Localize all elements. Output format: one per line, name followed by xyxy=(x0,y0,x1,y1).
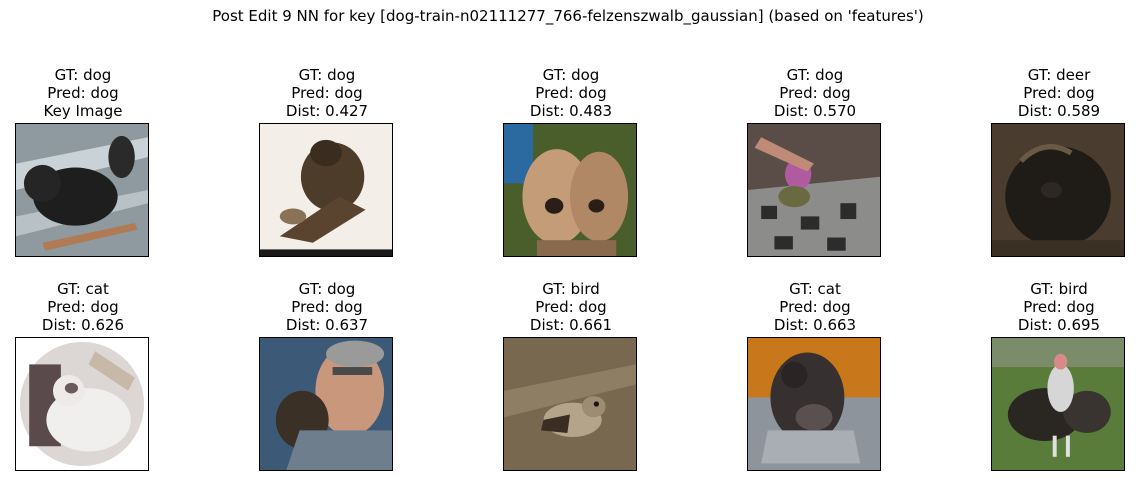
gt-label: GT: dog xyxy=(542,66,600,84)
gt-label: GT: dog xyxy=(298,66,356,84)
pred-label: Pred: dog xyxy=(779,298,851,316)
distance-label: Dist: 0.637 xyxy=(285,316,369,334)
neighbor-panel: GT: cat Pred: dog Dist: 0.626 xyxy=(0,280,183,471)
neighbor-panel: GT: dog Pred: dog Dist: 0.637 xyxy=(227,280,427,471)
distance-label: Dist: 0.427 xyxy=(285,102,369,120)
neighbor-panel: GT: cat Pred: dog Dist: 0.663 xyxy=(715,280,915,471)
pred-label: Pred: dog xyxy=(1023,84,1095,102)
key-image-label: Key Image xyxy=(43,102,123,120)
pred-label: Pred: dog xyxy=(291,298,363,316)
thumbnail-image xyxy=(747,337,881,471)
thumbnail-image xyxy=(15,337,149,471)
gt-label: GT: dog xyxy=(786,66,844,84)
gt-label: GT: bird xyxy=(542,280,600,298)
distance-label: Dist: 0.626 xyxy=(41,316,125,334)
thumbnail-image xyxy=(991,123,1125,257)
thumbnail-image xyxy=(15,123,149,257)
figure-title: Post Edit 9 NN for key [dog-train-n02111… xyxy=(212,7,924,25)
thumbnail-image xyxy=(747,123,881,257)
thumbnail-image xyxy=(259,337,393,471)
neighbor-panel: GT: deer Pred: dog Dist: 0.589 xyxy=(959,66,1136,257)
distance-label: Dist: 0.570 xyxy=(773,102,857,120)
thumbnail-image xyxy=(503,337,637,471)
gt-label: GT: dog xyxy=(298,280,356,298)
pred-label: Pred: dog xyxy=(47,298,119,316)
distance-label: Dist: 0.695 xyxy=(1017,316,1101,334)
gt-label: GT: cat xyxy=(789,280,841,298)
pred-label: Pred: dog xyxy=(535,84,607,102)
pred-label: Pred: dog xyxy=(779,84,851,102)
gt-label: GT: dog xyxy=(54,66,112,84)
gt-label: GT: bird xyxy=(1030,280,1088,298)
neighbor-panel: GT: dog Pred: dog Dist: 0.427 xyxy=(227,66,427,257)
pred-label: Pred: dog xyxy=(1023,298,1095,316)
pred-label: Pred: dog xyxy=(47,84,119,102)
pred-label: Pred: dog xyxy=(291,84,363,102)
distance-label: Dist: 0.483 xyxy=(529,102,613,120)
pred-label: Pred: dog xyxy=(535,298,607,316)
gt-label: GT: deer xyxy=(1027,66,1091,84)
distance-label: Dist: 0.661 xyxy=(529,316,613,334)
distance-label: Dist: 0.663 xyxy=(773,316,857,334)
gt-label: GT: cat xyxy=(57,280,109,298)
neighbor-panel: GT: dog Pred: dog Key Image xyxy=(0,66,183,257)
distance-label: Dist: 0.589 xyxy=(1017,102,1101,120)
neighbor-panel: GT: dog Pred: dog Dist: 0.483 xyxy=(471,66,671,257)
neighbor-panel: GT: bird Pred: dog Dist: 0.695 xyxy=(959,280,1136,471)
thumbnail-image xyxy=(991,337,1125,471)
thumbnail-image xyxy=(503,123,637,257)
thumbnail-image xyxy=(259,123,393,257)
neighbor-panel: GT: bird Pred: dog Dist: 0.661 xyxy=(471,280,671,471)
neighbor-panel: GT: dog Pred: dog Dist: 0.570 xyxy=(715,66,915,257)
